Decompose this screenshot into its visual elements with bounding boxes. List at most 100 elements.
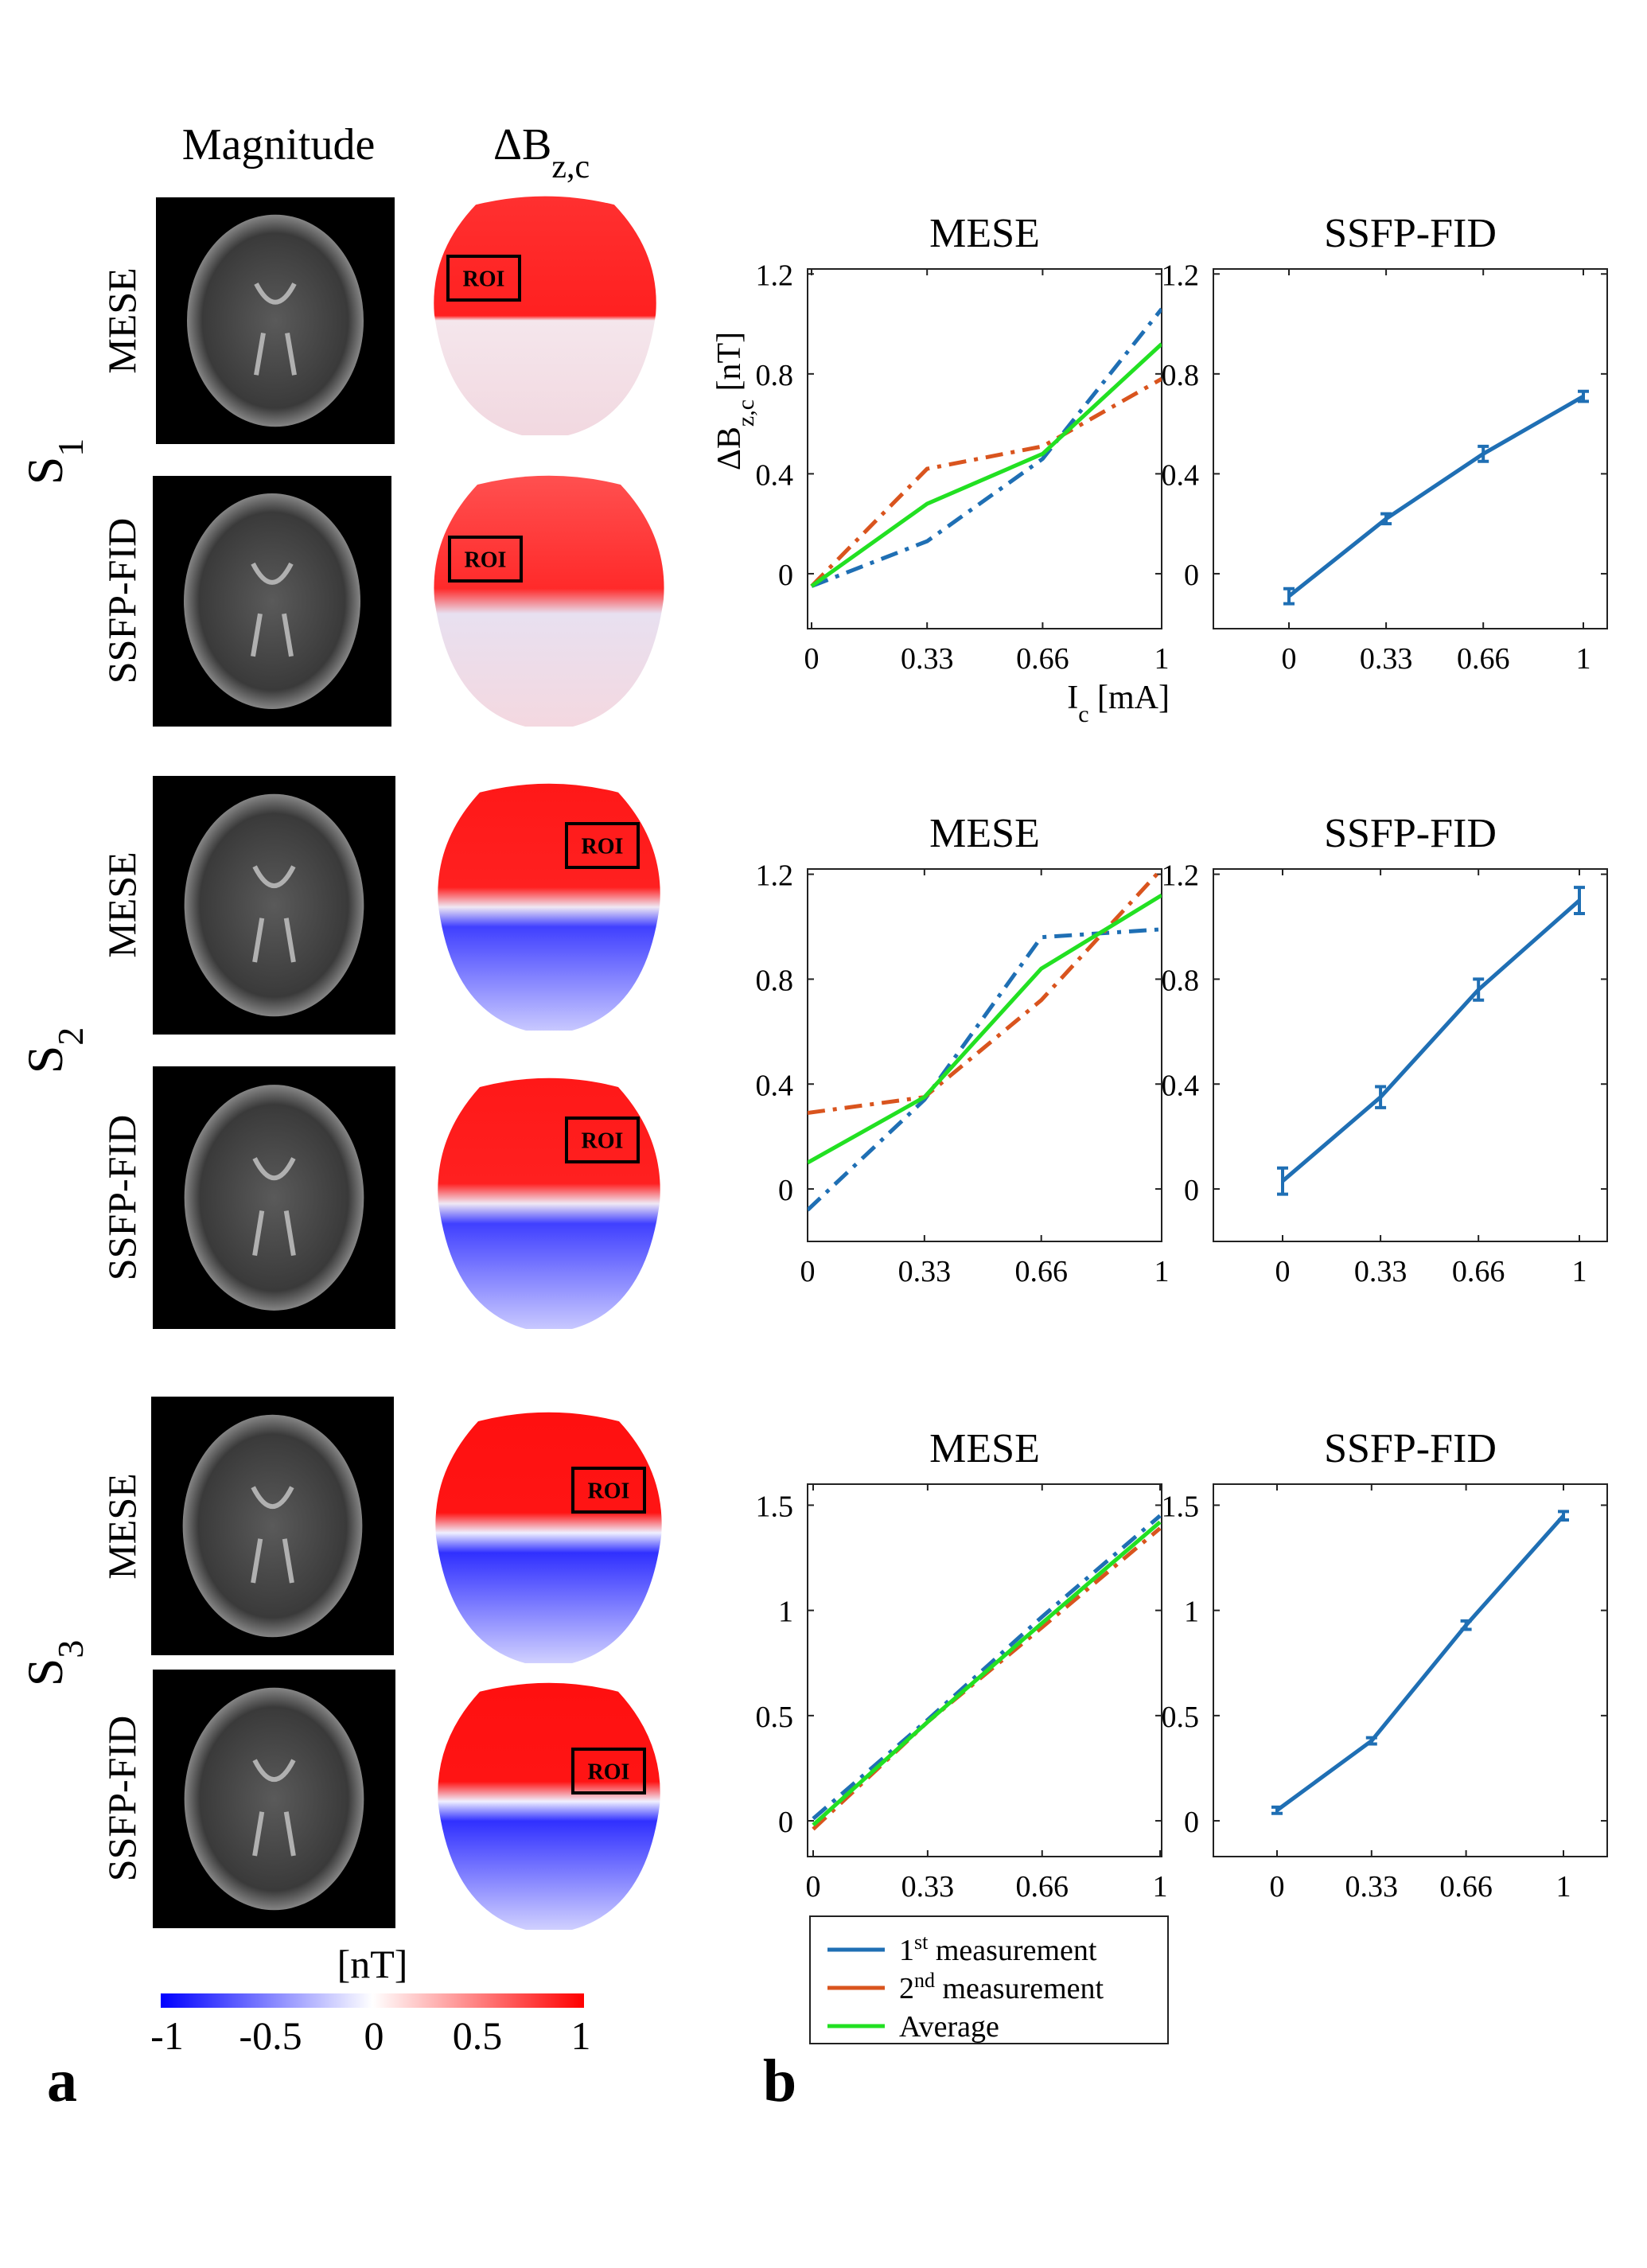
brain-slice xyxy=(184,493,360,709)
colorbar-tick: -1 xyxy=(150,2013,184,2058)
chart-title: MESE xyxy=(929,1426,1040,1471)
y-tick-label: 0.4 xyxy=(756,1069,794,1102)
panel-label-a: a xyxy=(47,2048,77,2114)
x-tick-label: 0.33 xyxy=(1360,642,1413,676)
error-bar xyxy=(1578,389,1589,403)
y-tick-label: 0.8 xyxy=(756,964,794,997)
y-tick-label: 1.2 xyxy=(756,259,794,292)
error-bar xyxy=(1375,1085,1387,1109)
y-tick-label: 0 xyxy=(1184,1174,1199,1207)
colorbar xyxy=(161,1993,584,2008)
ventricle-structure xyxy=(251,562,294,657)
x-tick-label: 1 xyxy=(1556,1870,1571,1904)
plot-frame xyxy=(1213,868,1608,1242)
error-bar xyxy=(1460,1619,1472,1631)
roi-box xyxy=(565,1116,640,1163)
x-tick-label: 0.33 xyxy=(901,1870,955,1904)
series-line xyxy=(812,1514,1162,1821)
delta-b-header: ΔBz,c xyxy=(493,120,590,185)
line-chart: SSFP-FID 0 0.4 0.8 1.2 0 0.33 0.66 1 xyxy=(1162,811,1608,1288)
row-label: MESE xyxy=(99,851,144,957)
delta-b-map xyxy=(438,1077,660,1329)
chart-title: SSFP-FID xyxy=(1324,211,1497,256)
error-bar xyxy=(1277,1166,1288,1196)
error-bar xyxy=(1558,1510,1569,1522)
row-label: SSFP-FID xyxy=(99,1716,144,1881)
legend-entry: 2nd measurement xyxy=(899,1969,1104,2006)
chart-title: SSFP-FID xyxy=(1324,811,1497,856)
roi-box xyxy=(571,1748,646,1795)
x-tick-label: 1 xyxy=(1154,1255,1170,1288)
x-tick-label: 0.66 xyxy=(1016,642,1069,676)
x-tick-label: 0 xyxy=(804,642,820,676)
line-chart: MESE 0 0.4 0.8 1.2 0 0.33 0.66 1 xyxy=(756,811,1170,1288)
row-label: MESE xyxy=(99,1473,144,1579)
y-tick-label: 0 xyxy=(778,1174,793,1207)
roi-box xyxy=(446,255,521,302)
error-bar xyxy=(1283,586,1295,606)
y-tick-label: 1.2 xyxy=(756,859,794,893)
ventricle-structure xyxy=(252,1759,296,1857)
subject-label: S2 xyxy=(17,1027,91,1074)
x-tick-label: 0 xyxy=(1282,642,1297,676)
x-axis-label: Ic [mA] xyxy=(1067,680,1170,727)
roi-label: ROI xyxy=(582,835,624,859)
magnitude-header: Magnitude xyxy=(182,120,376,170)
x-tick-label: 0.66 xyxy=(1452,1255,1505,1288)
x-tick-label: 1 xyxy=(1572,1255,1587,1288)
y-tick-label: 1 xyxy=(778,1596,793,1629)
error-bar xyxy=(1365,1736,1377,1746)
series-line xyxy=(1287,394,1585,598)
line-chart: MESE 0 0.5 1 1.5 0 0.33 0.66 1 xyxy=(756,1426,1168,1904)
plot-frame xyxy=(1213,268,1608,629)
row-label: MESE xyxy=(99,267,144,373)
plot-frame xyxy=(807,268,1162,629)
legend-entry: 1st measurement xyxy=(899,1931,1097,1968)
chart-title: MESE xyxy=(929,811,1040,856)
y-tick-label: 0.4 xyxy=(1162,458,1200,492)
brain-slice xyxy=(187,214,364,427)
y-tick-label: 0.8 xyxy=(1162,964,1200,997)
brain-slice xyxy=(184,1687,364,1911)
line-chart: MESE 0 0.4 0.8 1.2 0 0.33 0.66 1 ΔBz,c [nT] Ic [mA… xyxy=(711,211,1170,727)
roi-box xyxy=(565,822,640,869)
error-bar xyxy=(1574,886,1585,916)
x-tick-label: 1 xyxy=(1576,642,1591,676)
y-tick-label: 1.2 xyxy=(1162,859,1200,893)
x-tick-label: 1 xyxy=(1154,642,1170,676)
series-line xyxy=(1281,898,1581,1183)
x-tick-label: 0.33 xyxy=(1345,1870,1399,1904)
roi-box xyxy=(571,1467,646,1514)
legend-box xyxy=(809,1915,1169,2044)
x-tick-label: 0 xyxy=(806,1870,821,1904)
x-tick-label: 0 xyxy=(1275,1255,1291,1288)
x-tick-label: 0 xyxy=(800,1255,816,1288)
roi-label: ROI xyxy=(465,548,507,573)
x-tick-label: 0 xyxy=(1270,1870,1285,1904)
colorbar-unit: [nT] xyxy=(337,1942,408,1986)
x-tick-label: 0.66 xyxy=(1016,1870,1069,1904)
y-tick-label: 0.8 xyxy=(1162,359,1200,392)
brain-slice xyxy=(184,1085,364,1311)
y-tick-label: 0.5 xyxy=(756,1701,794,1734)
x-tick-label: 1 xyxy=(1153,1870,1168,1904)
x-tick-label: 0.66 xyxy=(1457,642,1510,676)
subject-label: S1 xyxy=(17,438,91,485)
brain-slice xyxy=(184,793,364,1017)
y-tick-label: 1.5 xyxy=(756,1490,794,1523)
y-tick-label: 0.4 xyxy=(756,458,794,492)
colorbar-tick: 0.5 xyxy=(453,2013,503,2058)
delta-b-map xyxy=(438,783,660,1031)
y-tick-label: 0 xyxy=(778,1806,793,1839)
roi-box xyxy=(448,536,523,583)
error-bar xyxy=(1473,977,1485,1002)
y-axis-label: ΔBz,c [nT] xyxy=(711,332,759,470)
plot-frame xyxy=(807,868,1162,1242)
colorbar-tick: -0.5 xyxy=(239,2013,302,2058)
x-tick-label: 0.66 xyxy=(1439,1870,1493,1904)
error-bar xyxy=(1271,1805,1283,1815)
y-tick-label: 0.5 xyxy=(1162,1701,1200,1734)
x-tick-label: 0.33 xyxy=(901,642,954,676)
series-line xyxy=(808,869,1162,1115)
delta-b-map xyxy=(434,475,664,727)
